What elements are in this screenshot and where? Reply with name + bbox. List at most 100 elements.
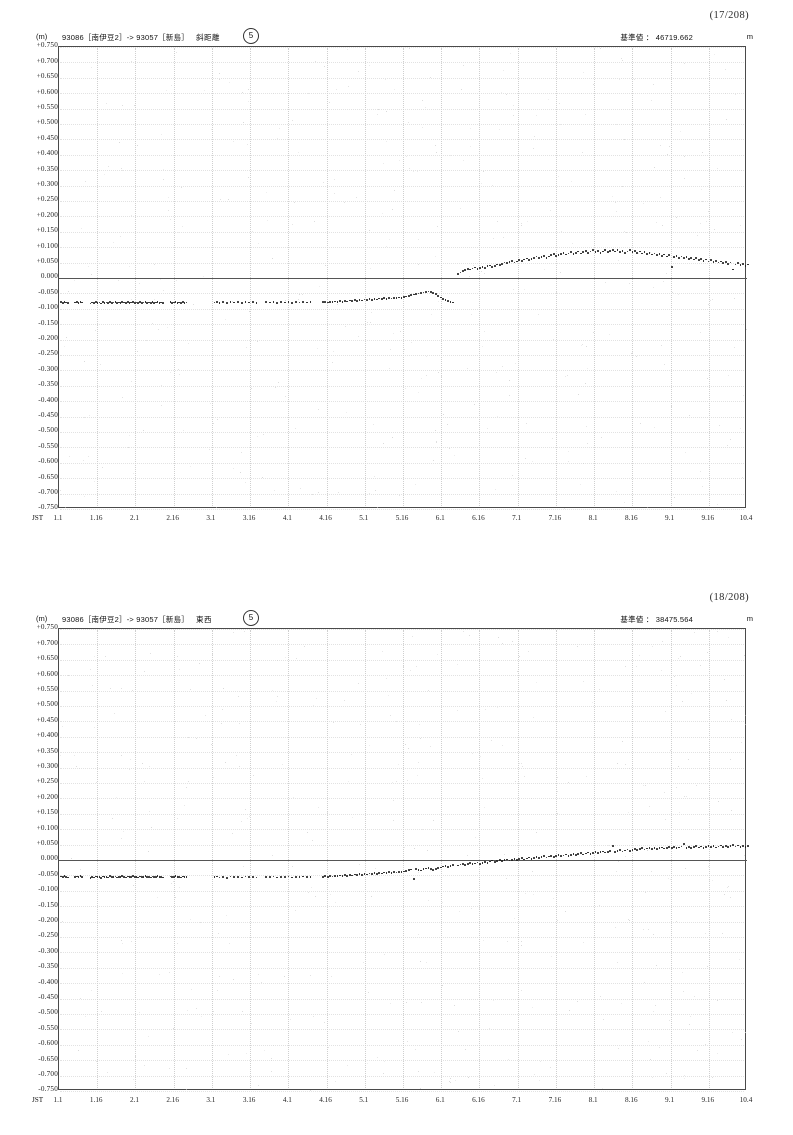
data-point: [169, 875, 172, 878]
data-point: [582, 251, 585, 253]
data-point: [81, 301, 84, 304]
data-point: [126, 301, 129, 304]
data-point: [110, 876, 113, 879]
scan-speckle: [167, 196, 169, 198]
data-point: [137, 876, 140, 879]
grid-line-vertical: [135, 48, 137, 506]
data-point: [729, 261, 732, 264]
y-tick-label: -0.200: [38, 916, 58, 924]
data-point: [449, 865, 452, 867]
scan-speckle: [733, 347, 735, 349]
y-tick-label: -0.400: [38, 977, 58, 986]
data-point: [329, 300, 331, 303]
data-point: [614, 250, 616, 253]
scan-speckle: [653, 426, 655, 428]
scan-speckle: [497, 707, 499, 709]
scan-speckle: [328, 1047, 330, 1049]
data-point: [547, 255, 550, 258]
scan-speckle: [560, 123, 562, 125]
y-tick-label: -0.300: [38, 946, 58, 955]
x-tick-label: 4.16: [319, 514, 332, 522]
scan-speckle: [535, 682, 537, 684]
data-point: [633, 250, 636, 252]
data-point: [466, 863, 469, 865]
scan-speckle: [429, 746, 431, 748]
scan-speckle: [580, 483, 582, 485]
scan-speckle: [706, 221, 708, 223]
x-tick-label: 9.1: [665, 1096, 675, 1104]
data-point: [459, 271, 462, 274]
scan-speckle: [398, 159, 400, 161]
data-point: [96, 302, 99, 304]
data-point: [673, 256, 675, 258]
scan-speckle: [128, 875, 130, 877]
grid-line-vertical: [632, 630, 634, 1088]
scan-speckle: [550, 1067, 552, 1069]
grid-line-horizontal: [60, 906, 744, 908]
scan-speckle: [643, 981, 645, 983]
scan-speckle: [393, 800, 395, 802]
data-point: [715, 846, 717, 849]
scan-speckle: [333, 193, 335, 195]
scan-speckle: [405, 232, 407, 234]
data-point: [643, 848, 646, 851]
scan-speckle: [241, 1011, 243, 1013]
scan-speckle: [220, 198, 222, 200]
scan-speckle: [662, 225, 664, 227]
data-point: [344, 874, 346, 876]
chart-header-2: (m) 93086［南伊豆2］-> 93057［新島］ 東西 5 基準値 ： 3…: [0, 610, 793, 628]
data-point: [346, 874, 349, 877]
scan-speckle: [727, 886, 729, 888]
y-tick-label: +0.250: [36, 777, 58, 786]
grid-line-vertical: [632, 48, 634, 506]
data-point: [276, 302, 279, 304]
scan-speckle: [287, 185, 289, 187]
y-tick-label: +0.700: [36, 638, 58, 647]
grid-line-vertical: [97, 630, 99, 1088]
grid-line-horizontal: [60, 736, 744, 738]
data-point: [732, 844, 734, 847]
scan-speckle: [740, 170, 742, 172]
y-tick-label: -0.250: [38, 349, 58, 358]
grid-line-horizontal: [60, 355, 744, 356]
scan-speckle: [347, 85, 349, 87]
scan-speckle: [483, 171, 485, 173]
scan-speckle: [327, 160, 329, 162]
data-point: [123, 876, 126, 878]
data-point: [125, 876, 127, 879]
scan-speckle: [470, 907, 472, 909]
data-point: [119, 876, 122, 879]
data-point: [476, 267, 479, 270]
data-point: [496, 263, 499, 266]
grid-line-horizontal: [60, 308, 744, 310]
data-point: [373, 872, 376, 875]
scan-speckle: [151, 826, 153, 828]
scan-speckle: [408, 122, 410, 124]
data-point: [144, 301, 147, 303]
y-tick-label: -0.650: [38, 1054, 58, 1063]
scan-speckle: [580, 92, 582, 94]
scan-speckle: [211, 743, 213, 745]
scan-speckle: [251, 231, 253, 233]
scan-speckle: [104, 174, 106, 176]
data-point: [444, 299, 447, 301]
data-point: [181, 301, 184, 304]
data-point: [518, 858, 521, 860]
scan-speckle: [359, 863, 361, 865]
scan-speckle: [406, 780, 408, 782]
scan-speckle: [396, 780, 398, 782]
y-axis-labels-2: +0.750 +0.700 +0.650 +0.600 +0.550 +0.500 +0.4…: [0, 624, 58, 1093]
data-point: [594, 851, 597, 853]
y-tick-label: +0.500: [36, 700, 58, 709]
scan-speckle: [470, 314, 472, 316]
scan-speckle: [417, 238, 419, 240]
data-point: [697, 259, 700, 261]
scan-speckle: [409, 168, 411, 170]
scan-speckle: [276, 701, 278, 703]
data-point: [321, 876, 324, 878]
data-point: [324, 301, 327, 303]
x-tick-label: 4.1: [282, 1096, 292, 1104]
scan-speckle: [347, 1064, 349, 1066]
scan-speckle: [625, 666, 627, 668]
data-point: [604, 851, 607, 854]
